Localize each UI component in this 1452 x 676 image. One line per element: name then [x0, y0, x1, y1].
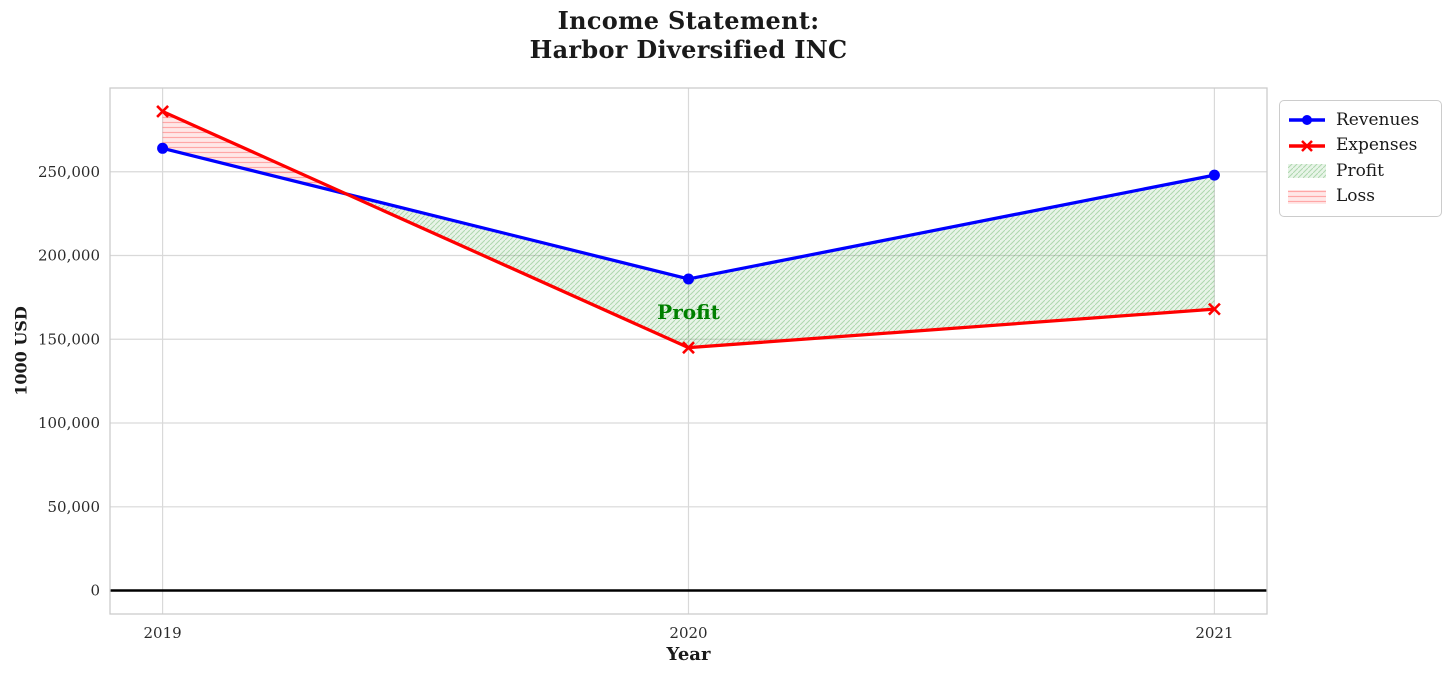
chart-title-line1: Income Statement: [557, 6, 820, 35]
profit-patch-swatch-icon [1288, 163, 1326, 179]
legend: Revenues Expenses Profit Loss [1279, 100, 1442, 217]
axes-border [109, 87, 1268, 615]
y-axis-label: 1000 USD [11, 306, 31, 396]
y-tick-label: 200,000 [38, 247, 100, 265]
expenses-marker [1207, 302, 1221, 316]
y-tick-label: 50,000 [48, 498, 101, 516]
x-tick-label: 2021 [1195, 624, 1233, 642]
expenses-marker [682, 341, 695, 355]
legend-item-loss: Loss [1288, 185, 1433, 209]
chart-title: Income Statement: Harbor Diversified INC [0, 6, 1377, 64]
legend-item-revenues: Revenues [1288, 108, 1433, 132]
y-tick-label: 250,000 [38, 163, 100, 181]
legend-label-revenues: Revenues [1336, 109, 1420, 130]
x-tick-label: 2020 [669, 624, 707, 642]
revenues-marker [1208, 169, 1220, 181]
revenues-marker [157, 142, 169, 154]
revenues-marker [683, 273, 694, 285]
legend-item-expenses: Expenses [1288, 134, 1433, 158]
chart-title-line2: Harbor Diversified INC [529, 35, 848, 64]
legend-item-profit: Profit [1288, 159, 1433, 183]
y-tick-label: 150,000 [38, 330, 100, 348]
x-axis-label: Year [666, 644, 711, 665]
legend-label-expenses: Expenses [1336, 135, 1418, 156]
y-tick-label: 0 [90, 582, 100, 600]
legend-label-profit: Profit [1336, 160, 1384, 181]
profit-annotation: Profit [657, 300, 720, 325]
expenses-marker [156, 105, 170, 118]
x-tick-label: 2019 [143, 624, 181, 642]
revenues-line-swatch-icon [1288, 112, 1326, 128]
expenses-line-swatch-icon [1288, 138, 1326, 154]
y-tick-label: 100,000 [38, 414, 100, 432]
loss-patch-swatch-icon [1288, 189, 1326, 205]
legend-label-loss: Loss [1336, 186, 1375, 207]
